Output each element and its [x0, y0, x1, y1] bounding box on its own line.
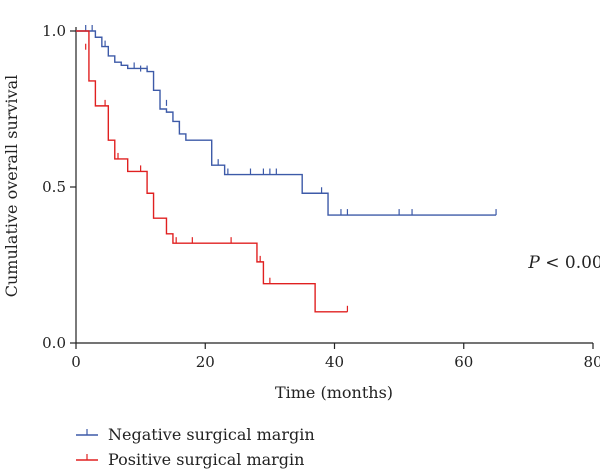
- ticks: 0 20 40 60 80 0.0 0.5 1.0: [42, 22, 600, 371]
- p-value-text: < 0.001: [540, 253, 600, 273]
- x-tick-label: 20: [196, 353, 215, 371]
- p-value-annotation: P < 0.001: [527, 253, 600, 273]
- x-tick-label: 80: [583, 353, 600, 371]
- x-tick-label: 0: [71, 353, 81, 371]
- series-1: [76, 25, 497, 216]
- series-2: [76, 30, 349, 313]
- series-layer: [76, 25, 497, 313]
- legend: Negative surgical margin Positive surgica…: [76, 425, 315, 469]
- x-tick-label: 40: [325, 353, 344, 371]
- legend-label: Negative surgical margin: [108, 425, 315, 444]
- y-tick-label: 0.5: [42, 178, 66, 196]
- x-tick-label: 60: [454, 353, 473, 371]
- x-axis-title: Time (months): [275, 383, 393, 402]
- legend-label: Positive surgical margin: [108, 450, 304, 469]
- y-tick-label: 0.0: [42, 334, 66, 352]
- legend-item: Negative surgical margin: [76, 425, 315, 444]
- p-value-italic: P: [527, 253, 540, 273]
- survival-curve: [76, 30, 497, 216]
- y-axis-title: Cumulative overall survival: [2, 75, 21, 297]
- survival-curve: [76, 30, 348, 313]
- y-tick-label: 1.0: [42, 22, 66, 40]
- legend-item: Positive surgical margin: [76, 450, 304, 469]
